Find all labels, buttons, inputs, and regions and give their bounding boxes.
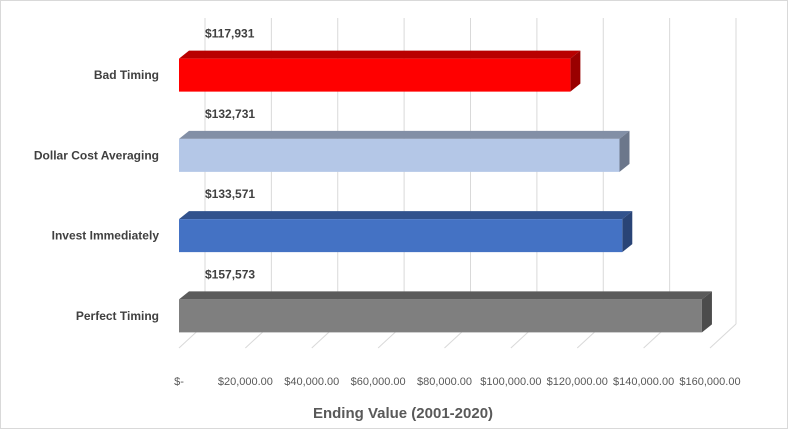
x-tick-label: $160,000.00 <box>679 376 740 388</box>
x-tick-label: $20,000.00 <box>218 376 273 388</box>
x-tick-label: $120,000.00 <box>547 376 608 388</box>
category-label: Perfect Timing <box>76 309 159 323</box>
data-label: $157,573 <box>205 267 255 281</box>
category-label: Dollar Cost Averaging <box>34 148 159 162</box>
labels: $- $20,000.00 $40,000.00 $60,000.00 $80,000.… <box>34 27 741 388</box>
data-label: $133,571 <box>205 187 255 201</box>
floor-gridline <box>709 323 737 349</box>
x-tick-label: $40,000.00 <box>284 376 339 388</box>
data-label: $132,731 <box>205 107 255 121</box>
x-tick-label: $80,000.00 <box>417 376 472 388</box>
bar <box>179 138 620 172</box>
data-label: $117,931 <box>205 27 255 41</box>
bar-end <box>622 211 633 253</box>
x-axis-title: Ending Value (2001-2020) <box>313 405 493 422</box>
x-tick-label: $100,000.00 <box>480 376 541 388</box>
x-tick-label: $- <box>174 376 184 388</box>
x-tick-label: $60,000.00 <box>351 376 406 388</box>
bar-end <box>701 291 712 333</box>
category-label: Bad Timing <box>94 68 159 82</box>
bar-top <box>179 211 633 220</box>
bar-top <box>179 130 630 139</box>
x-tick-label: $140,000.00 <box>613 376 674 388</box>
category-label: Invest Immediately <box>52 229 160 243</box>
bar <box>179 299 702 333</box>
bar-end <box>570 50 581 92</box>
bar-top <box>179 291 712 300</box>
bar <box>179 219 623 253</box>
bars <box>179 50 712 333</box>
bar <box>179 58 571 92</box>
bar-end <box>619 130 630 172</box>
bar-top <box>179 50 581 59</box>
